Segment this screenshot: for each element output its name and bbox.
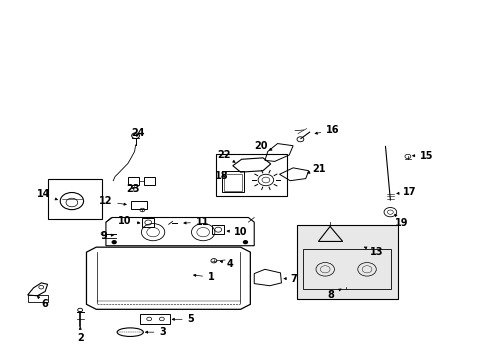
Circle shape [112,241,116,244]
Text: 13: 13 [364,247,383,257]
Bar [302,249,390,289]
Bar [212,225,223,234]
Bar [142,218,153,227]
Text: 7: 7 [284,274,297,284]
Text: 12: 12 [99,197,126,206]
Text: 10: 10 [226,227,247,237]
Text: 4: 4 [220,258,233,269]
Text: 3: 3 [145,327,166,337]
Text: 9: 9 [100,231,113,241]
Bar [127,177,138,185]
Text: 6: 6 [37,296,48,309]
Bar [47,179,102,219]
Text: 15: 15 [412,151,433,161]
Text: 16: 16 [314,125,339,135]
Text: 22: 22 [217,150,235,162]
Text: 19: 19 [394,214,408,228]
Text: 5: 5 [172,314,194,324]
Text: 8: 8 [327,289,340,300]
Text: 14: 14 [38,189,57,200]
Text: 20: 20 [254,141,271,151]
Bar [222,171,243,192]
Bar [296,225,397,298]
Text: 24: 24 [131,128,144,138]
Bar [224,174,241,191]
Text: 21: 21 [306,164,325,174]
Bar [28,295,48,302]
Bar [130,201,147,209]
Text: 2: 2 [77,327,84,343]
Text: 1: 1 [193,272,214,282]
Text: 11: 11 [183,217,209,227]
Text: 18: 18 [215,171,228,181]
Bar [144,177,155,185]
Text: 17: 17 [396,187,416,197]
Bar [140,314,169,324]
Circle shape [243,241,247,244]
Text: 10: 10 [118,216,140,226]
Text: 23: 23 [126,184,139,194]
Bar [216,154,286,196]
